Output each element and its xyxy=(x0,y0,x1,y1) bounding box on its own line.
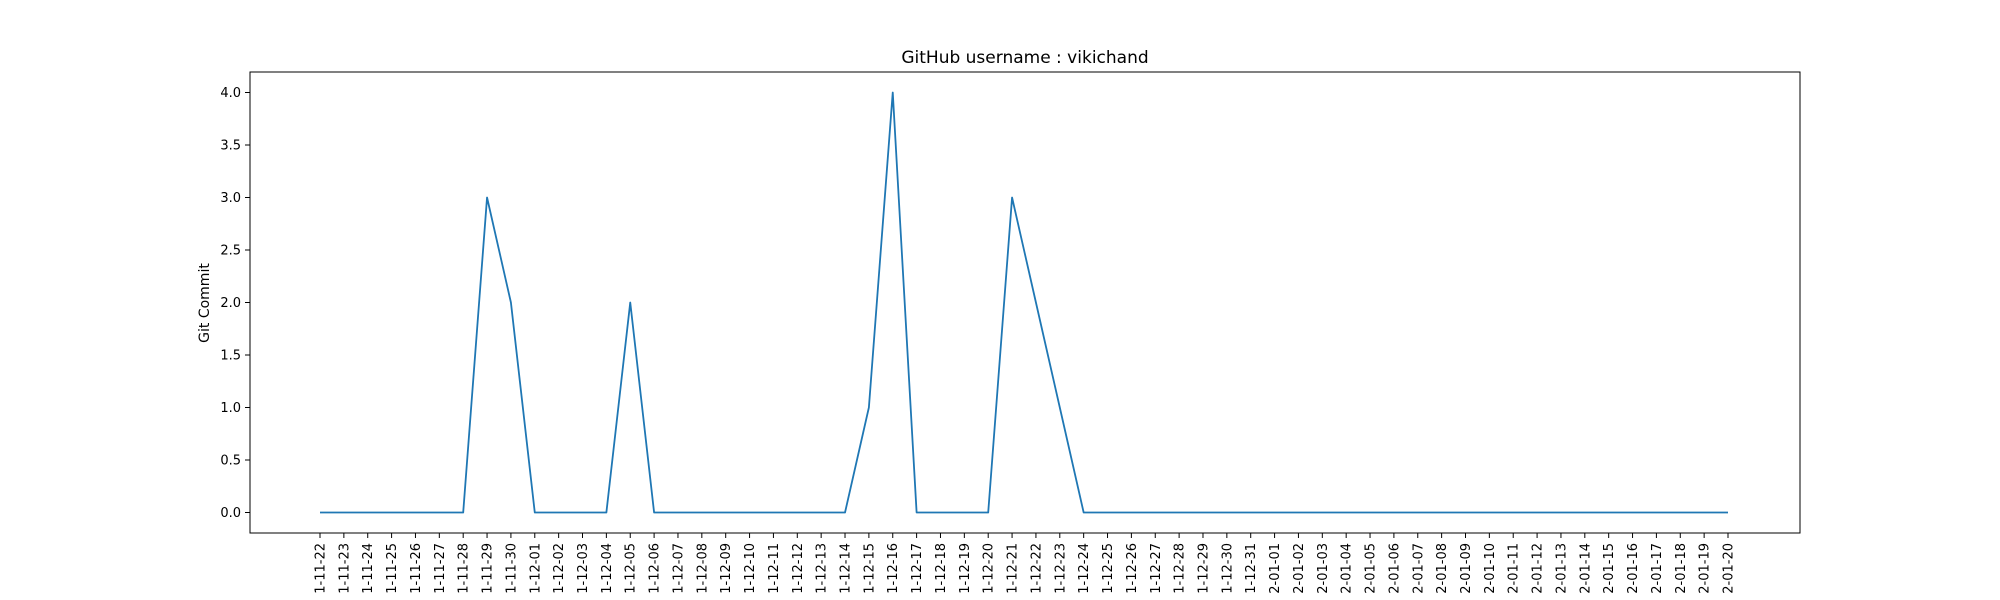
x-tick-label: 1-12-06 xyxy=(648,543,663,594)
x-tick-label: 2-01-15 xyxy=(1602,543,1617,594)
x-tick-label: 1-12-01 xyxy=(528,543,543,594)
x-tick-label: 2-01-04 xyxy=(1340,543,1355,594)
x-tick-label: 1-12-08 xyxy=(695,543,710,594)
x-tick-label: 1-12-31 xyxy=(1244,543,1259,594)
x-tick-label: 1-12-15 xyxy=(862,543,877,594)
x-tick-label: 1-12-19 xyxy=(958,543,973,594)
plot-frame xyxy=(249,71,1801,534)
x-tick-label: 1-12-14 xyxy=(839,543,854,594)
y-tick-label: 0.5 xyxy=(220,454,241,469)
y-tick-label: 4.0 xyxy=(220,86,241,101)
y-tick-label: 1.0 xyxy=(220,401,241,416)
x-tick-label: 1-11-30 xyxy=(504,543,519,594)
x-tick-label: 1-12-27 xyxy=(1149,543,1164,594)
x-tick-label: 2-01-02 xyxy=(1292,543,1307,594)
x-tick-label: 1-12-11 xyxy=(767,543,782,594)
x-tick-label: 2-01-12 xyxy=(1531,543,1546,594)
x-tick-label: 2-01-16 xyxy=(1626,543,1641,594)
x-tick-label: 1-11-23 xyxy=(337,543,352,594)
x-tick-label: 2-01-08 xyxy=(1435,543,1450,594)
y-axis-ticks: 0.0 0.5 1.0 1.5 2.0 2.5 3.0 3.5 4.0 xyxy=(220,86,250,521)
x-tick-label: 2-01-03 xyxy=(1316,543,1331,594)
x-tick-label: 2-01-01 xyxy=(1268,543,1283,594)
x-tick-label: 1-12-17 xyxy=(910,543,925,594)
chart-title: GitHub username : vikichand xyxy=(901,48,1148,68)
x-tick-label: 2-01-18 xyxy=(1674,543,1689,594)
x-tick-label: 1-11-28 xyxy=(457,543,472,594)
x-tick-label: 1-11-29 xyxy=(481,543,496,594)
x-tick-label: 1-12-16 xyxy=(886,543,901,594)
x-tick-label: 1-12-24 xyxy=(1077,543,1092,594)
x-tick-label: 1-12-12 xyxy=(791,543,806,594)
x-tick-label: 1-12-22 xyxy=(1029,543,1044,594)
x-tick-label: 2-01-17 xyxy=(1650,543,1665,594)
x-tick-label: 2-01-20 xyxy=(1722,543,1737,594)
x-tick-label: 1-12-05 xyxy=(624,543,639,594)
x-tick-label: 1-11-26 xyxy=(409,543,424,594)
x-tick-label: 1-12-29 xyxy=(1196,543,1211,594)
x-tick-label: 2-01-07 xyxy=(1411,543,1426,594)
y-tick-label: 3.5 xyxy=(220,139,241,154)
x-tick-label: 2-01-05 xyxy=(1364,543,1379,594)
y-tick-label: 2.0 xyxy=(220,296,241,311)
x-tick-label: 1-11-27 xyxy=(433,543,448,594)
y-tick-label: 2.5 xyxy=(220,244,241,259)
x-tick-label: 1-12-18 xyxy=(934,543,949,594)
x-tick-label: 2-01-13 xyxy=(1554,543,1569,594)
x-tick-label: 1-12-07 xyxy=(671,543,686,594)
x-tick-label: 1-12-21 xyxy=(1006,543,1021,594)
y-tick-label: 1.5 xyxy=(220,349,241,364)
x-tick-label: 1-12-30 xyxy=(1220,543,1235,594)
x-tick-label: 1-12-10 xyxy=(743,543,758,594)
x-tick-label: 1-12-28 xyxy=(1173,543,1188,594)
series-line xyxy=(320,91,1728,514)
x-tick-label: 2-01-10 xyxy=(1483,543,1498,594)
x-tick-label: 2-01-06 xyxy=(1387,543,1402,594)
x-tick-label: 1-12-26 xyxy=(1125,543,1140,594)
x-tick-label: 1-12-23 xyxy=(1053,543,1068,594)
x-tick-label: 1-11-25 xyxy=(385,543,400,594)
x-tick-label: 2-01-19 xyxy=(1698,543,1713,594)
y-axis-label: Git Commit xyxy=(197,263,213,343)
x-tick-label: 1-12-02 xyxy=(552,543,567,594)
y-tick-label: 3.0 xyxy=(220,191,241,206)
x-tick-label: 1-12-09 xyxy=(719,543,734,594)
x-tick-label: 2-01-14 xyxy=(1578,543,1593,594)
series-layer xyxy=(320,91,1728,514)
y-tick-label: 0.0 xyxy=(220,506,241,521)
x-tick-label: 1-11-24 xyxy=(361,543,376,594)
x-tick-label: 1-12-13 xyxy=(815,543,830,594)
x-tick-label: 2-01-11 xyxy=(1507,543,1522,594)
x-tick-label: 2-01-09 xyxy=(1459,543,1474,594)
x-tick-label: 1-12-04 xyxy=(600,543,615,594)
x-tick-label: 1-11-22 xyxy=(314,543,329,594)
x-tick-label: 1-12-20 xyxy=(982,543,997,594)
x-tick-label: 1-12-25 xyxy=(1101,543,1116,594)
x-tick-label: 1-12-03 xyxy=(576,543,591,594)
x-axis-ticks: 1-11-22 1-11-23 1-11-24 1-11-25 1-11-26 1-11-… xyxy=(314,533,1737,594)
